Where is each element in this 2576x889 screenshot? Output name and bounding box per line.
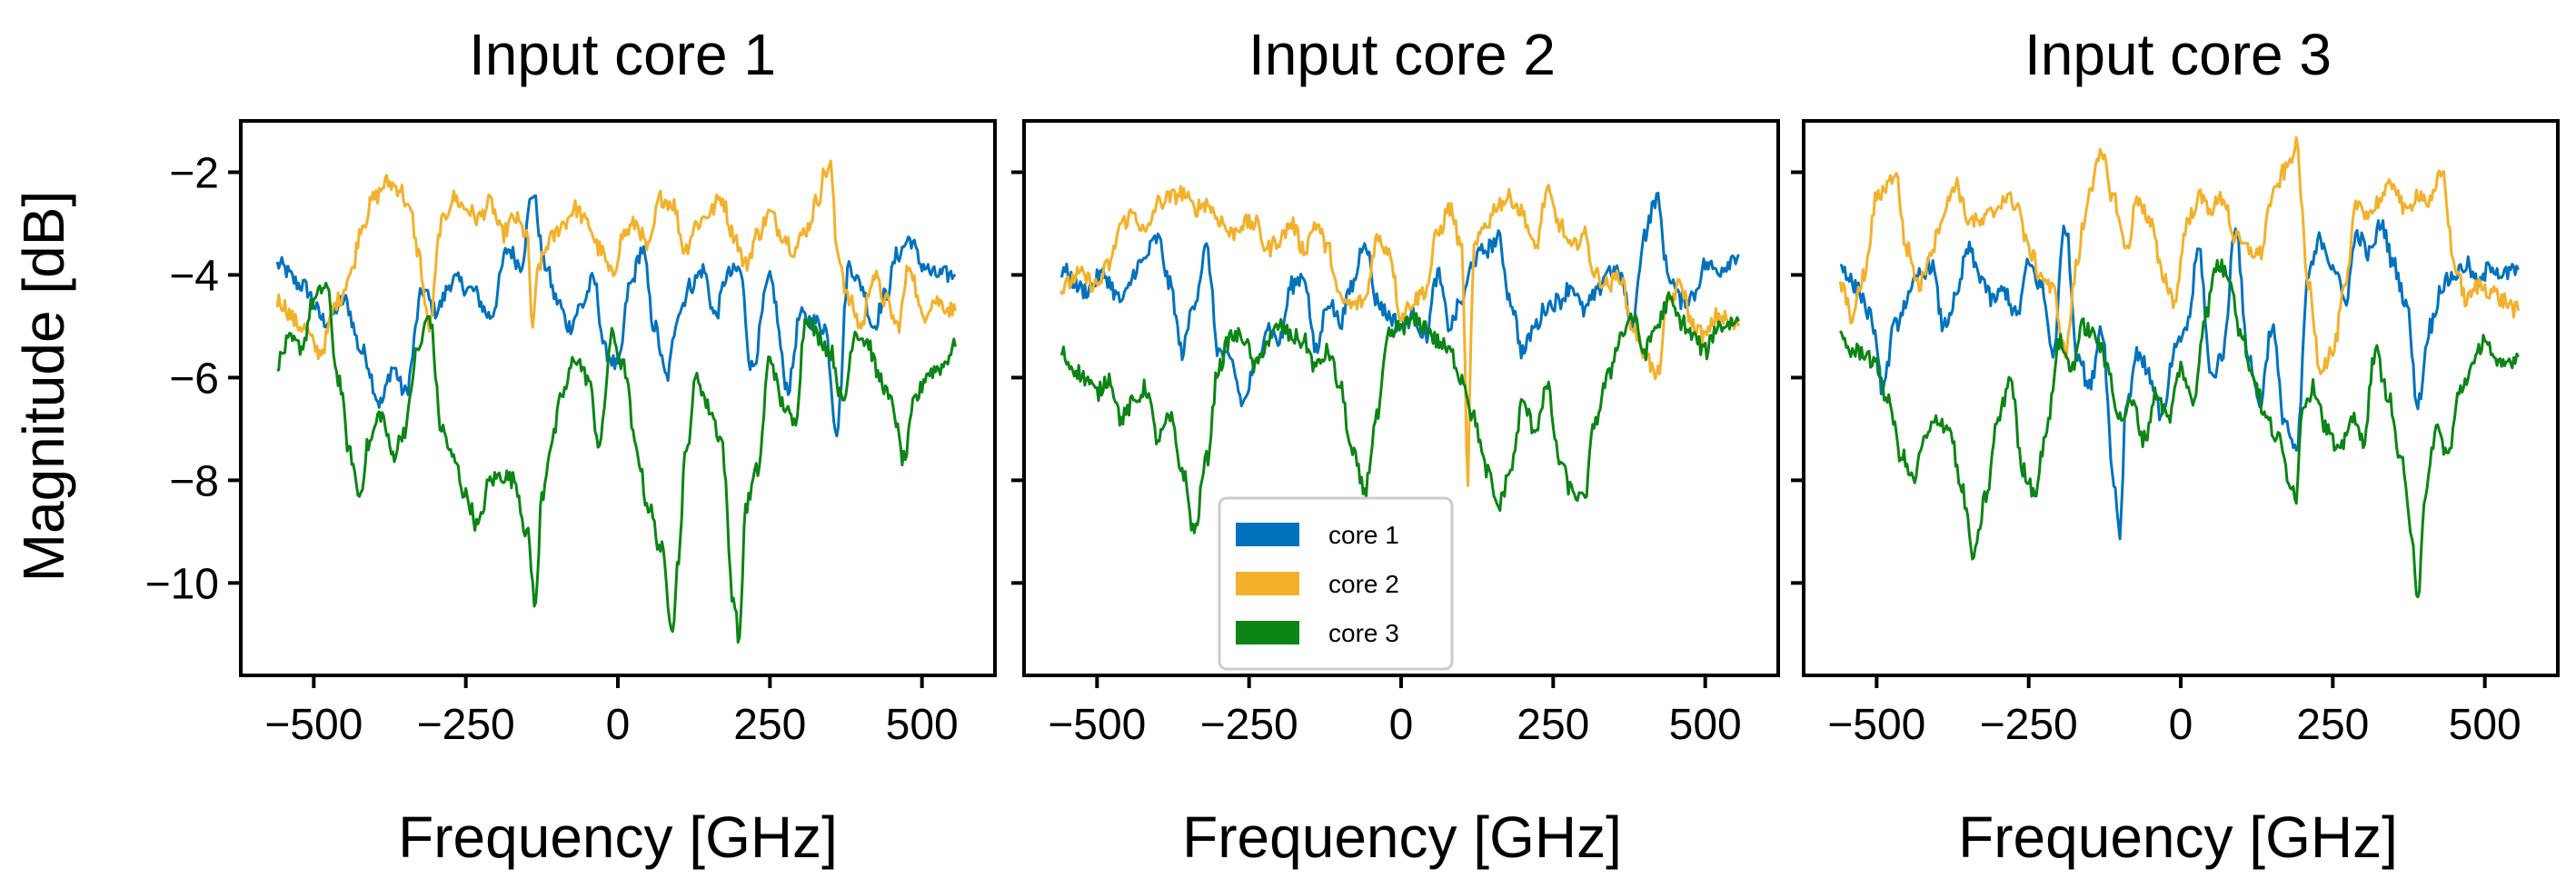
x-tick-label: 0 (2169, 701, 2193, 749)
legend-swatch-core-3 (1236, 621, 1299, 644)
legend: core 1 core 2 core 3 (1218, 496, 1454, 671)
x-tick-label: 0 (606, 701, 631, 749)
x-tick-label: 250 (1517, 701, 1589, 749)
plot-area: −500 −250 0 250 500 (1011, 119, 1780, 749)
panel-input-core-3: Input core 3 −500 −250 0 250 500 Frequency [… (1791, 22, 2560, 870)
series-line-core-2 (1838, 135, 2520, 375)
panel-input-core-2: Input core 2 −500 −250 0 250 500 Frequency [… (1011, 22, 1780, 870)
legend-swatch-core-2 (1236, 572, 1299, 595)
y-tick-label: −8 (169, 457, 219, 505)
panel-title: Input core 2 (1248, 22, 1556, 87)
y-tick-label: −2 (169, 149, 219, 197)
plot-area: −500 −250 0 250 500 (1791, 119, 2560, 749)
x-tick-label: −500 (1827, 701, 1925, 749)
y-tick-label: −4 (169, 252, 219, 300)
series-line-core-3 (1838, 258, 2520, 599)
series-line-core-3 (276, 281, 957, 644)
x-tick-label: 500 (886, 701, 959, 749)
series-line-core-2 (275, 159, 957, 361)
x-axis-label: Frequency [GHz] (1958, 804, 2398, 870)
legend-swatch-core-1 (1236, 523, 1299, 546)
x-tick-label: 250 (2296, 701, 2369, 749)
y-axis-label: Magnitude [dB] (11, 191, 76, 583)
legend-label-core-1: core 1 (1328, 521, 1399, 549)
plot-frame (239, 119, 997, 677)
x-tick-label: 0 (1389, 701, 1414, 749)
x-tick-label: −250 (417, 701, 515, 749)
series-line-core-1 (275, 194, 957, 438)
x-tick-label: −500 (264, 701, 363, 749)
series-line-core-1 (1059, 191, 1740, 408)
legend-label-core-2: core 2 (1328, 570, 1399, 598)
series-line-core-2 (1059, 184, 1740, 487)
x-tick-label: 500 (2449, 701, 2521, 749)
x-tick-label: −500 (1048, 701, 1146, 749)
x-tick-label: 500 (1669, 701, 1742, 749)
x-axis-label: Frequency [GHz] (398, 804, 838, 870)
plot-frame (1802, 119, 2560, 677)
y-tick-label: −10 (145, 560, 219, 608)
x-tick-label: 250 (733, 701, 806, 749)
legend-label-core-3: core 3 (1328, 619, 1399, 647)
x-tick-label: −250 (1980, 701, 2078, 749)
panel-input-core-1: Input core 1 −500 −250 0 250 500−2−4−6−8−10 … (145, 22, 997, 870)
x-tick-label: −250 (1200, 701, 1298, 749)
y-tick-label: −6 (169, 355, 219, 403)
series-line-core-3 (1059, 291, 1740, 534)
panel-title: Input core 3 (2024, 22, 2332, 87)
x-axis-label: Frequency [GHz] (1182, 804, 1622, 870)
series-line-core-1 (1839, 219, 2520, 541)
plot-area: −500 −250 0 250 500 −2 −4 −6 −8 −10 (145, 119, 997, 749)
panel-title: Input core 1 (469, 22, 776, 87)
